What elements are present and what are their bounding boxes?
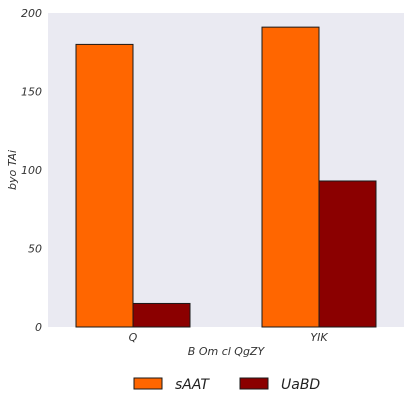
bar-UaBD-YIK (318, 180, 377, 328)
y-tick-label: 0 (35, 321, 42, 334)
legend-label-UaBD: UaBD (281, 377, 320, 393)
bars-group (75, 26, 377, 328)
y-tick-label: 50 (28, 243, 42, 256)
x-axis-label: B Om cl QgZY (188, 345, 266, 358)
y-axis-label: byo TAi (6, 150, 19, 190)
legend-swatch-UaBD (239, 377, 269, 390)
bar-sAAT-Q (75, 43, 134, 328)
x-axis-ticks: Q YIK (129, 331, 329, 344)
y-axis-ticks: 0 50 100 150 200 (21, 7, 42, 334)
legend-swatch-sAAT (133, 377, 163, 390)
legend: sAAT UaBD (133, 377, 320, 393)
x-tick-label: Q (129, 331, 138, 344)
bar-sAAT-YIK (261, 26, 320, 328)
y-tick-label: 100 (21, 164, 42, 177)
x-tick-label: YIK (310, 331, 328, 344)
y-tick-label: 200 (21, 7, 42, 20)
bar-UaBD-Q (132, 302, 191, 328)
legend-label-sAAT: sAAT (175, 377, 210, 393)
y-tick-label: 150 (21, 86, 42, 99)
